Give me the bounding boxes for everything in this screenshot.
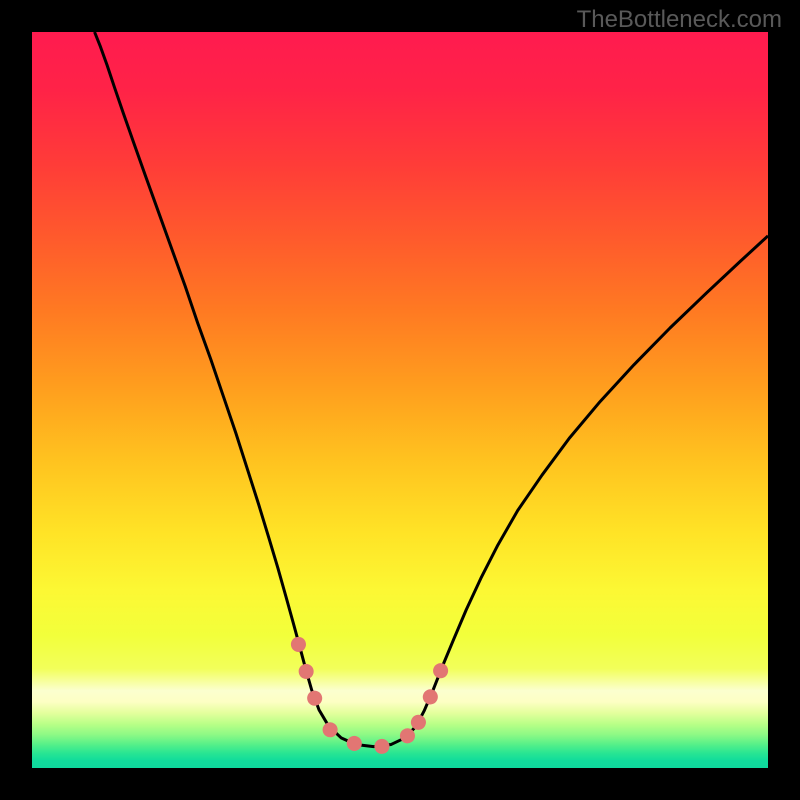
plot-svg — [32, 32, 768, 768]
gradient-background — [32, 32, 768, 768]
watermark-text: TheBottleneck.com — [577, 6, 782, 34]
chart-container: TheBottleneck.com — [0, 0, 800, 800]
